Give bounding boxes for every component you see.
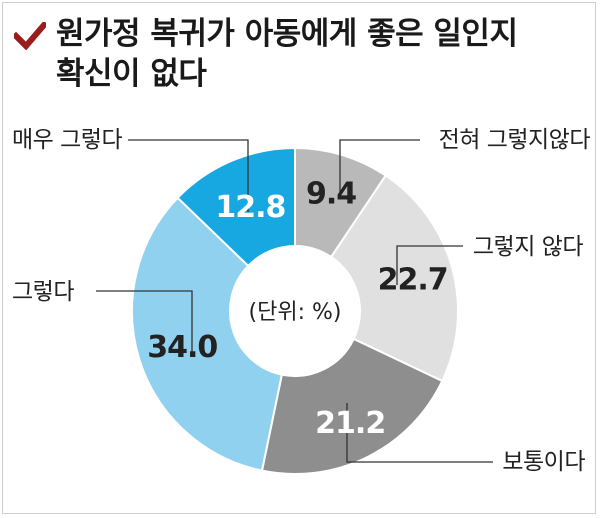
leader-line-neutral: [346, 403, 493, 463]
title-line-1: 원가정 복귀가 아동에게 좋은 일인지: [56, 16, 518, 52]
category-label-strongly-disagree: 전혀 그렇지않다: [439, 127, 591, 153]
value-label-neutral: 21.2: [315, 406, 385, 441]
category-label-disagree: 그렇지 않다: [473, 234, 583, 260]
title-line-2: 확신이 없다: [56, 56, 207, 92]
value-label-strongly-disagree: 9.4: [306, 176, 356, 211]
chart-slices: [131, 146, 459, 475]
checkmark-icon: [11, 20, 49, 54]
value-label-disagree: 22.7: [378, 263, 448, 298]
donut-hole: [230, 246, 360, 376]
value-label-strongly-agree: 12.8: [215, 190, 285, 225]
unit-label: (단위: %): [249, 300, 342, 325]
leader-line-strongly-disagree: [339, 139, 420, 198]
category-label-neutral: 보통이다: [502, 449, 585, 475]
chart-frame: [2, 2, 596, 514]
value-labels: 9.4 22.7 21.2 34.0 12.8: [147, 176, 448, 441]
leader-line-disagree: [396, 245, 463, 285]
leader-line-strongly-agree: [128, 139, 249, 212]
category-label-agree: 그렇다: [12, 279, 74, 305]
leader-line-agree: [96, 290, 193, 352]
leader-lines: [96, 139, 493, 463]
category-label-strongly-agree: 매우 그렇다: [12, 127, 122, 153]
chart-title: 원가정 복귀가 아동에게 좋은 일인지 확신이 없다: [56, 14, 576, 94]
value-label-agree: 34.0: [147, 330, 217, 365]
